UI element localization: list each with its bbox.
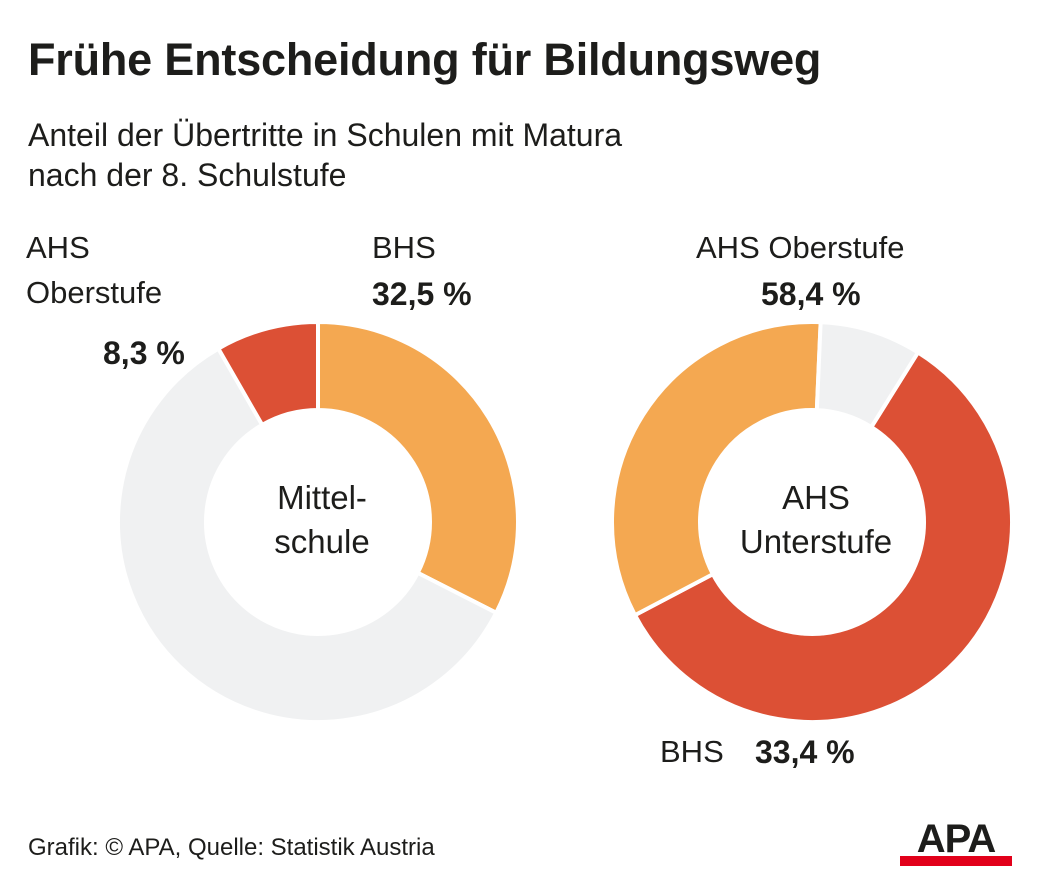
subtitle-line-1: Anteil der Übertritte in Schulen mit Mat… [28, 117, 623, 153]
slice-bhs-2 [610, 320, 823, 618]
donut-chart-mittelschule [116, 319, 520, 724]
slice-rest-2 [814, 320, 921, 430]
value-bhs-1: 32,5 % [372, 276, 472, 312]
source-credit: Grafik: © APA, Quelle: Statistik Austria [28, 834, 435, 861]
apa-logo-bar [900, 856, 1012, 866]
center-label-2-line2: Unterstufe [739, 523, 893, 560]
center-label-1-line2: schule [274, 523, 370, 560]
slice-ahs-1 [215, 319, 320, 428]
value-ahs-oberstufe-2: 58,4 % [761, 276, 861, 312]
chart-subtitle: Anteil der Übertritte in Schulen mit Mat… [28, 115, 622, 195]
label-ahs-oberstufe-1-line1: AHS [26, 230, 90, 265]
donut-chart-ahs-unterstufe [610, 320, 1014, 724]
slice-rest-1 [116, 345, 499, 724]
label-bhs-1: BHS [372, 230, 436, 265]
label-bhs-2: BHS [660, 734, 724, 769]
value-ahs-oberstufe-1: 8,3 % [103, 335, 185, 371]
label-ahs-oberstufe-1-line2: Oberstufe [26, 275, 163, 310]
center-label-1-line1: Mittel- [277, 479, 367, 516]
slice-ahs-2 [632, 349, 1014, 724]
label-ahs-oberstufe-2: AHS Oberstufe [696, 230, 905, 265]
subtitle-line-2: nach der 8. Schulstufe [28, 157, 347, 193]
value-bhs-2: 33,4 % [755, 734, 855, 770]
center-label-ahs-unterstufe: AHS Unterstufe [706, 476, 926, 564]
apa-logo: APA [900, 818, 1012, 866]
center-label-2-line1: AHS [782, 479, 850, 516]
apa-logo-text: APA [917, 818, 996, 861]
center-label-mittelschule: Mittel- schule [212, 476, 432, 564]
slice-bhs-1 [316, 319, 520, 616]
chart-title: Frühe Entscheidung für Bildungsweg [28, 34, 822, 85]
